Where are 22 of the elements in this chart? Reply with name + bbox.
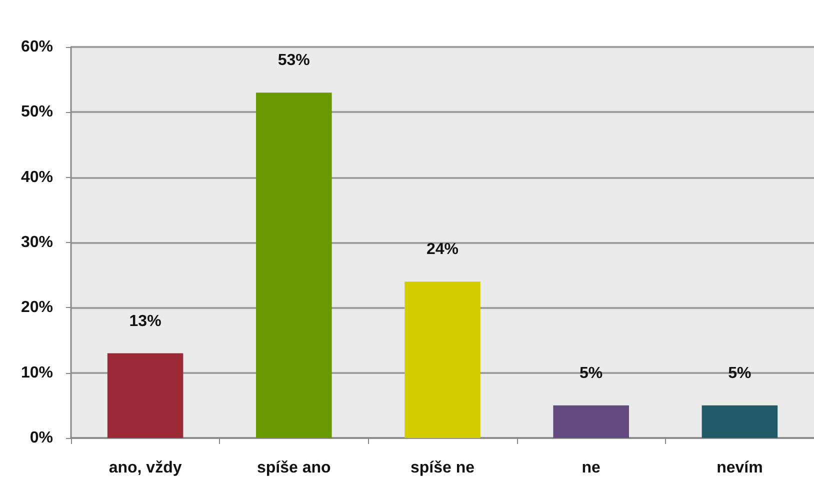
- bar: [702, 405, 778, 438]
- y-tick-label: 0%: [30, 430, 53, 446]
- data-label: 5%: [580, 364, 603, 382]
- data-label: 13%: [129, 312, 162, 330]
- y-tick-label: 50%: [20, 104, 53, 121]
- x-tick-label: nevím: [716, 460, 763, 476]
- data-label: 5%: [728, 364, 752, 382]
- y-tick-label: 10%: [20, 364, 53, 382]
- x-tick-label: spíše ano: [256, 460, 332, 476]
- y-tick-label: 60%: [20, 38, 53, 56]
- x-tick-label: ano, vždy: [108, 460, 182, 476]
- data-label: 24%: [426, 241, 459, 258]
- bar: [256, 92, 332, 438]
- x-tick-label: spíše ne: [410, 460, 475, 476]
- y-tick-label: 40%: [20, 168, 53, 186]
- y-tick-label: 30%: [20, 234, 53, 251]
- x-tick-label: ne: [582, 460, 601, 476]
- bar: [107, 353, 184, 438]
- y-tick-label: 20%: [20, 299, 53, 316]
- bar: [553, 405, 629, 438]
- bar: [404, 282, 480, 438]
- data-label: 53%: [278, 52, 310, 70]
